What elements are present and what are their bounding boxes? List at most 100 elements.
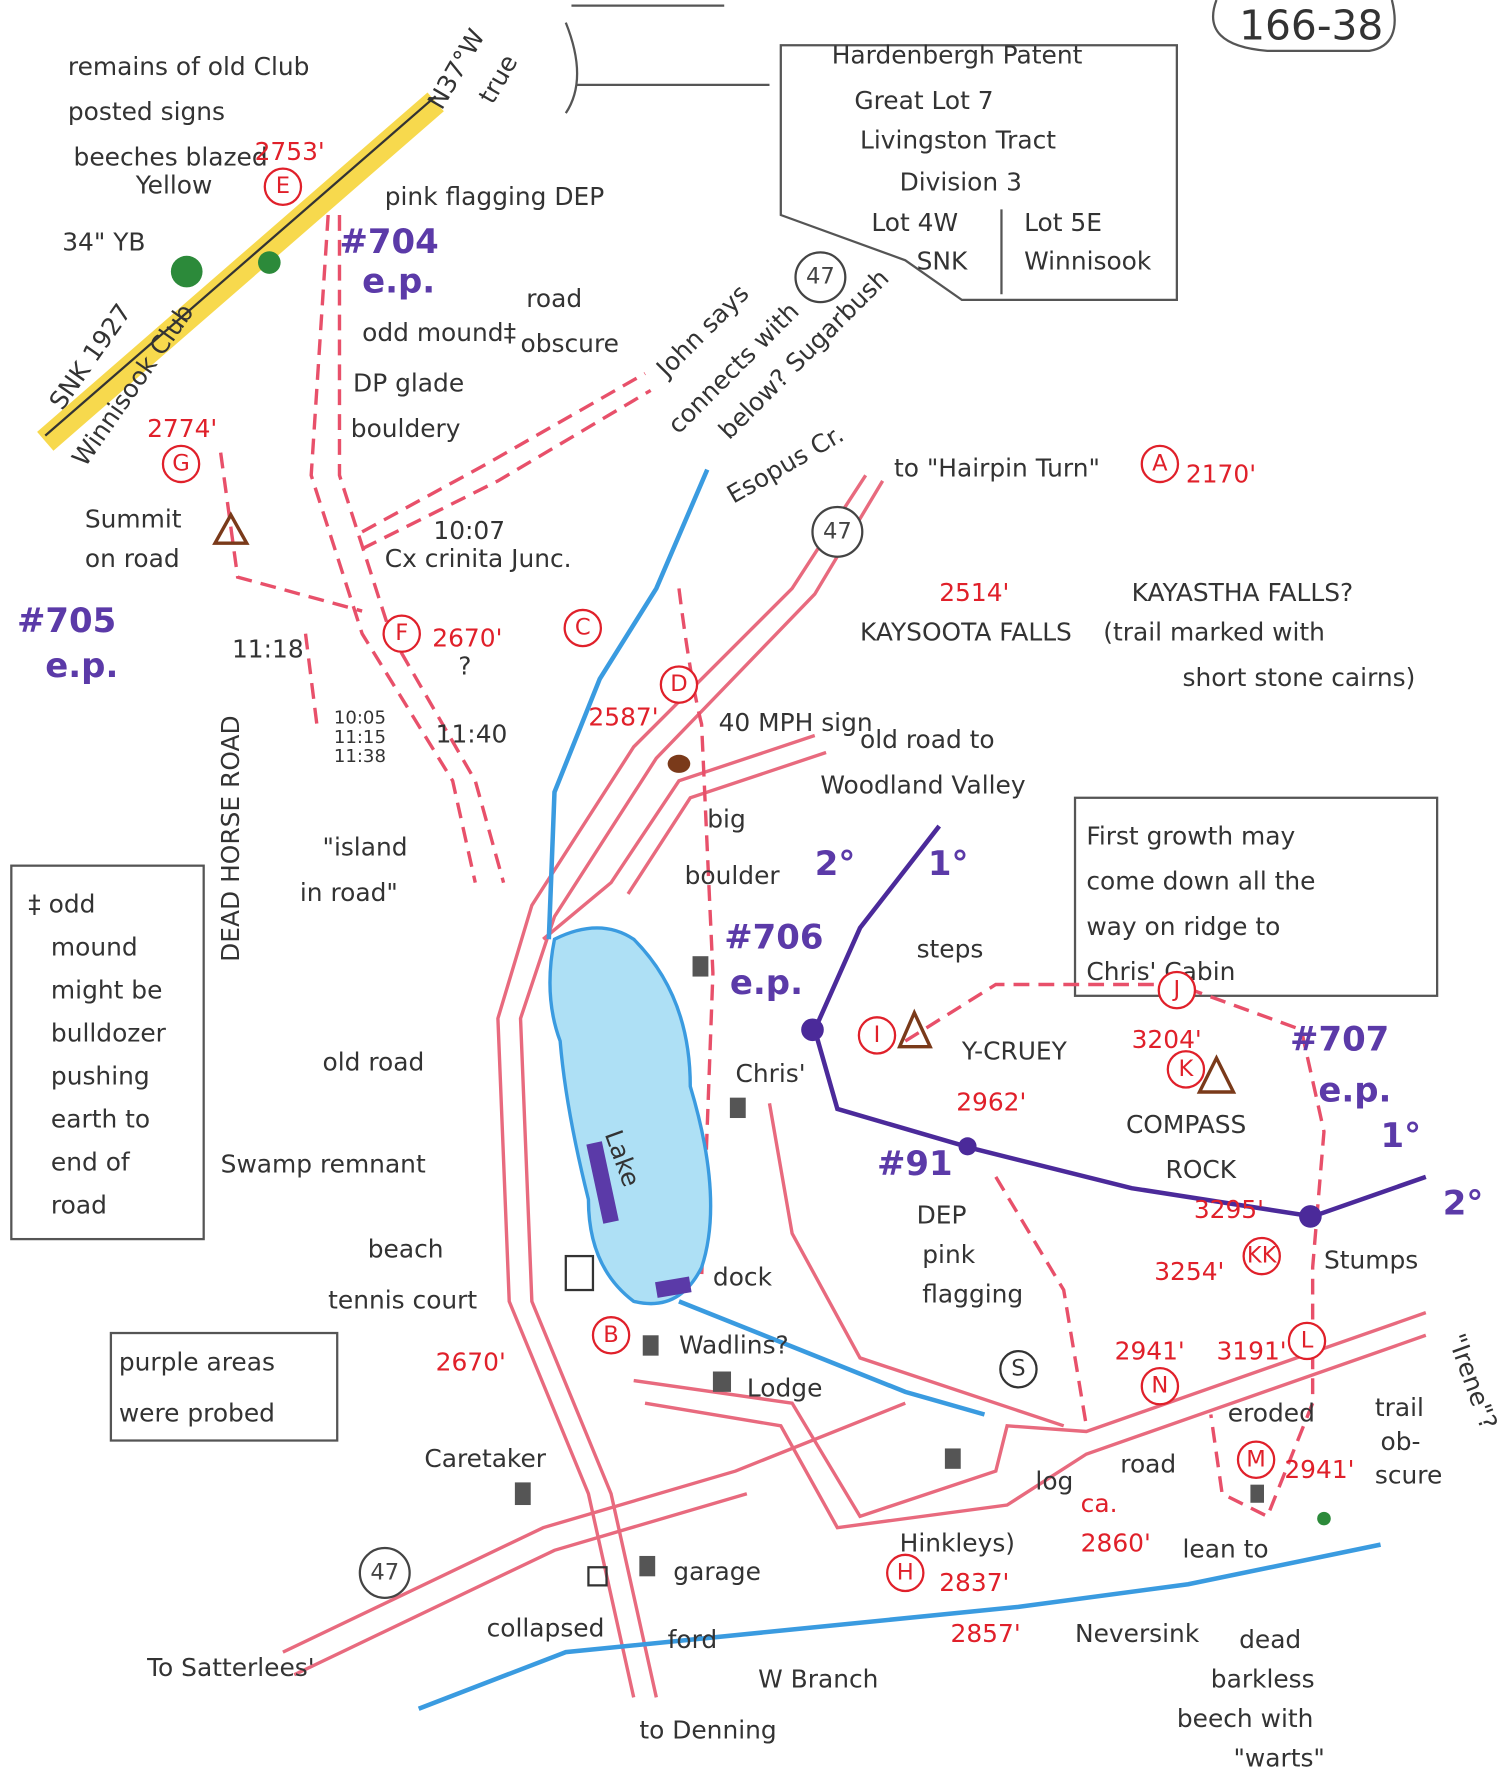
map-label: pink <box>922 1240 975 1269</box>
map-label: Hinkleys) <box>900 1529 1015 1558</box>
note-line: come down all the <box>1086 867 1315 896</box>
map-label: "warts" <box>1233 1744 1324 1773</box>
map-label: 11:18 <box>232 635 304 664</box>
waypoint: I <box>874 1022 881 1048</box>
sheet-id: 166-38 <box>1239 1 1383 49</box>
map-label: old road <box>323 1048 425 1077</box>
elevation: 2837' <box>939 1568 1009 1597</box>
elevation: 2670' <box>436 1348 506 1377</box>
endpoint-label: #704 <box>339 222 438 262</box>
map-label: Caretaker <box>424 1444 546 1473</box>
map-label: beach <box>368 1234 444 1263</box>
map-label: bouldery <box>351 414 461 443</box>
map-label: dead <box>1239 1625 1301 1654</box>
map-label: odd mound‡ <box>362 318 516 347</box>
building <box>945 1448 961 1468</box>
map-label: W Branch <box>758 1664 878 1693</box>
map-label: 11:40 <box>436 720 508 749</box>
map-label: ford <box>668 1625 718 1654</box>
note-line: earth to <box>51 1104 150 1133</box>
boulder <box>668 755 691 773</box>
endpoint-label: #707 <box>1290 1020 1389 1060</box>
elevation: 2514' <box>939 578 1009 607</box>
map-label: lean to <box>1183 1534 1269 1563</box>
map-label: 10:07 <box>433 516 505 545</box>
map-label: beech with <box>1177 1704 1314 1733</box>
map-label: 34" YB <box>62 227 145 256</box>
road <box>306 634 317 725</box>
map-label: To Satterlees' <box>146 1653 314 1682</box>
map-label: beeches blazed <box>74 142 268 171</box>
building <box>515 1482 531 1505</box>
map-label: (trail marked with <box>1103 618 1325 647</box>
waypoint: D <box>670 671 687 697</box>
map-label: eroded <box>1228 1399 1315 1428</box>
map-label: barkless <box>1211 1664 1315 1693</box>
map-label: ob- <box>1381 1427 1421 1456</box>
elevation: 3204' <box>1132 1025 1202 1054</box>
note-line: road <box>51 1190 107 1219</box>
map-label: scure <box>1375 1461 1442 1490</box>
map-label: DEAD HORSE ROAD <box>216 715 245 962</box>
map-label: Cx crinita Junc. <box>385 544 572 573</box>
note-line: end of <box>51 1147 131 1176</box>
map-label: garage <box>673 1557 761 1586</box>
endpoint-label: 2° <box>815 844 856 884</box>
note-line: mound <box>51 932 138 961</box>
elevation: ca. <box>1081 1489 1118 1518</box>
info-line: Livingston Tract <box>860 125 1056 154</box>
map-label: on road <box>85 544 180 573</box>
endpoint-label: 1° <box>1381 1116 1422 1156</box>
waypoint: F <box>395 620 408 646</box>
map-label: dock <box>713 1263 773 1292</box>
elevation: 2860' <box>1081 1529 1151 1558</box>
elevation: 2941' <box>1115 1336 1185 1365</box>
endpoint-label: 1° <box>928 844 969 884</box>
endpoint-label: #91 <box>877 1144 953 1184</box>
map-label: flagging <box>922 1280 1023 1309</box>
map-label: N37°W <box>422 24 491 114</box>
lot-label: Lot 4W <box>871 208 958 237</box>
elevation: 2170' <box>1186 459 1256 488</box>
building <box>693 956 709 976</box>
bracket <box>566 6 770 114</box>
map-label: 11:15 <box>334 727 386 748</box>
waypoint: C <box>575 615 591 641</box>
map-label: in road" <box>300 878 398 907</box>
map-label: Yellow <box>135 171 213 200</box>
route-number: 47 <box>370 1559 399 1585</box>
info-line: Division 3 <box>900 167 1022 196</box>
map-label: road <box>526 284 582 313</box>
endpoint-label: e.p. <box>730 963 803 1003</box>
map-label: boulder <box>685 861 781 890</box>
elevation: 3295' <box>1194 1195 1264 1224</box>
elevation: 2857' <box>951 1619 1021 1648</box>
elevation: 2962' <box>956 1087 1026 1116</box>
elevation: 3191' <box>1216 1336 1286 1365</box>
lot-label: Lot 5E <box>1024 208 1102 237</box>
map-label: big <box>707 804 746 833</box>
tree <box>258 251 281 274</box>
map-label: road <box>1120 1449 1176 1478</box>
building <box>713 1371 731 1391</box>
waypoint: L <box>1301 1327 1314 1353</box>
waypoint: M <box>1246 1446 1266 1472</box>
map-label: tennis court <box>328 1285 477 1314</box>
waypoint: S <box>1011 1356 1025 1382</box>
map-label: 40 MPH sign <box>719 708 873 737</box>
building <box>730 1098 746 1118</box>
waypoint: KK <box>1247 1243 1278 1269</box>
endpoint-dot <box>1299 1205 1322 1228</box>
map-label: trail <box>1375 1393 1424 1422</box>
map-label: Summit <box>85 505 182 534</box>
note-line: purple areas <box>119 1348 275 1377</box>
map-label: Stumps <box>1324 1246 1418 1275</box>
lot-label: SNK <box>917 247 968 276</box>
waypoint: N <box>1151 1373 1168 1399</box>
waypoint: A <box>1152 450 1168 476</box>
map-label: true <box>473 50 524 109</box>
waypoint: B <box>603 1322 619 1348</box>
elevation: 2753' <box>255 137 325 166</box>
note-line: might be <box>51 975 162 1004</box>
map-label: to "Hairpin Turn" <box>894 454 1100 483</box>
